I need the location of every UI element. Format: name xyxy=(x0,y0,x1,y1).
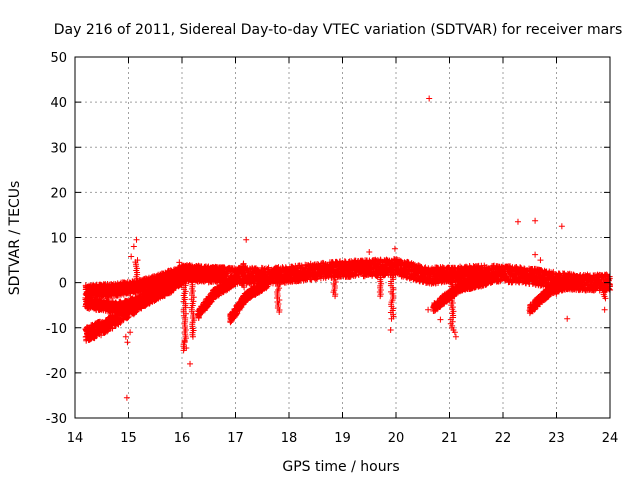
data-points xyxy=(82,95,614,401)
grid-lines xyxy=(75,57,610,418)
chart-title: Day 216 of 2011, Sidereal Day-to-day VTE… xyxy=(54,22,622,38)
